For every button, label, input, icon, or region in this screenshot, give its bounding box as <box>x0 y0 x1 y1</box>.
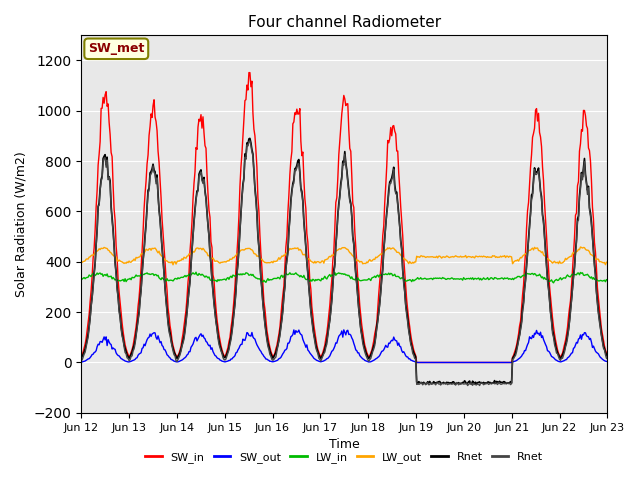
Rnet <box>258 288 266 294</box>
LW_out <box>169 262 177 268</box>
SW_out <box>580 332 588 338</box>
SW_in <box>604 352 611 358</box>
SW_in <box>413 360 420 365</box>
Y-axis label: Solar Radiation (W/m2): Solar Radiation (W/m2) <box>15 151 28 297</box>
Rnet <box>391 182 399 188</box>
SW_in <box>245 70 253 75</box>
Rnet <box>175 352 183 358</box>
SW_out <box>136 350 144 356</box>
SW_in <box>391 128 399 134</box>
LW_out <box>577 244 584 250</box>
LW_out <box>176 257 184 263</box>
LW_out <box>258 256 266 262</box>
SW_in <box>77 354 85 360</box>
Rnet <box>559 352 567 358</box>
Line: SW_out: SW_out <box>81 330 607 362</box>
Rnet <box>580 165 588 170</box>
SW_out <box>604 359 611 364</box>
Rnet <box>580 168 588 173</box>
SW_in <box>580 108 588 113</box>
Rnet <box>246 138 254 144</box>
Legend: SW_in, SW_out, LW_in, LW_out, Rnet, Rnet: SW_in, SW_out, LW_in, LW_out, Rnet, Rnet <box>141 448 548 468</box>
SW_out <box>559 358 567 364</box>
SW_out <box>340 327 348 333</box>
SW_in <box>136 281 144 287</box>
Line: LW_out: LW_out <box>81 247 607 265</box>
SW_in <box>258 265 266 271</box>
LW_out <box>391 247 399 252</box>
LW_out <box>136 254 144 260</box>
LW_in <box>580 272 588 278</box>
Rnet <box>246 135 254 141</box>
LW_in <box>192 269 200 275</box>
LW_in <box>175 276 183 282</box>
SW_in <box>175 350 183 356</box>
SW_out <box>175 359 183 364</box>
Line: Rnet: Rnet <box>81 141 607 385</box>
LW_out <box>580 245 588 251</box>
Rnet <box>559 349 567 355</box>
Rnet <box>175 354 183 360</box>
X-axis label: Time: Time <box>329 438 360 451</box>
Rnet <box>77 355 85 361</box>
LW_in <box>391 271 399 277</box>
Rnet <box>464 383 472 388</box>
SW_in <box>559 346 567 352</box>
Rnet <box>473 382 481 387</box>
SW_out <box>77 359 85 365</box>
LW_in <box>550 280 557 286</box>
LW_in <box>77 277 85 283</box>
Text: SW_met: SW_met <box>88 42 145 55</box>
LW_out <box>559 260 566 265</box>
Line: SW_in: SW_in <box>81 72 607 362</box>
Rnet <box>391 185 399 191</box>
Rnet <box>136 296 144 301</box>
LW_in <box>258 278 266 284</box>
SW_out <box>391 337 399 343</box>
Rnet <box>258 285 266 291</box>
LW_out <box>604 260 611 265</box>
LW_in <box>136 273 144 279</box>
Rnet <box>77 358 85 363</box>
Line: LW_in: LW_in <box>81 272 607 283</box>
Line: Rnet: Rnet <box>81 138 607 384</box>
Rnet <box>604 356 611 362</box>
SW_out <box>413 360 420 365</box>
SW_out <box>257 348 265 354</box>
Rnet <box>604 354 611 360</box>
LW_out <box>77 259 85 265</box>
Rnet <box>136 299 144 304</box>
Title: Four channel Radiometer: Four channel Radiometer <box>248 15 441 30</box>
LW_in <box>559 275 567 281</box>
LW_in <box>604 277 611 283</box>
